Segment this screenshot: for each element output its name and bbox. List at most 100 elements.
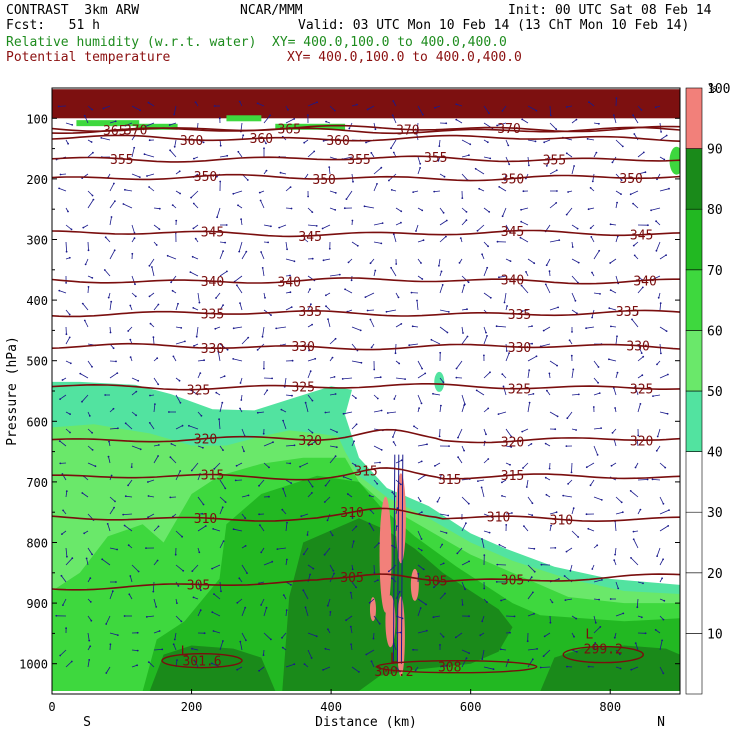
wind-vector (498, 275, 507, 278)
wind-vector-head (168, 411, 170, 413)
theta-contour-340 (52, 277, 680, 285)
wind-vector-head (615, 97, 618, 99)
wind-vector-head (222, 540, 225, 542)
wind-vector-head (440, 404, 442, 407)
wind-vector-head (65, 250, 68, 253)
wind-vector-head (333, 572, 335, 575)
wind-vector (304, 173, 309, 179)
wind-vector-head (614, 553, 616, 556)
wind-vector-head (488, 112, 490, 114)
wind-vector-head (312, 567, 315, 570)
wind-vector-head (103, 269, 106, 271)
wind-vector (481, 538, 485, 549)
wind-vector (586, 462, 595, 468)
wind-vector (549, 239, 560, 243)
wind-vector (545, 284, 551, 294)
wind-vector (109, 427, 118, 430)
wind-vector (563, 495, 573, 498)
wind-vector-head (222, 449, 224, 451)
wind-vector (593, 496, 602, 501)
wind-vector (631, 666, 639, 671)
wind-vector-head (211, 567, 214, 570)
wind-vector-head (247, 336, 250, 339)
wind-vector-head (226, 154, 229, 157)
wind-vector (659, 640, 663, 651)
wind-vector (659, 525, 669, 532)
wind-vector (131, 105, 141, 111)
wind-vector (191, 462, 199, 471)
wind-vector-head (168, 124, 171, 126)
wind-vector-head (662, 618, 665, 621)
wind-vector-head (421, 209, 424, 212)
wind-vector (212, 611, 221, 617)
wind-vector-head (457, 436, 459, 439)
wind-vector-head (656, 435, 659, 438)
theta-label-325: 325 (630, 383, 653, 398)
wind-vector-head (221, 506, 224, 509)
wind-vector-head (400, 210, 403, 213)
wind-vector-head (61, 533, 63, 535)
wind-vector (351, 241, 359, 247)
wind-vector (146, 173, 155, 177)
wind-vector-head (393, 398, 396, 400)
wind-vector-head (342, 476, 345, 478)
theta-label-355: 355 (424, 151, 447, 166)
wind-vector-head (463, 449, 465, 452)
wind-vector-head (631, 318, 633, 321)
theta-label-345: 345 (201, 226, 224, 241)
wind-vector (417, 239, 424, 243)
wind-vector (392, 115, 397, 124)
wind-vector (439, 377, 444, 383)
wind-vector-head (236, 601, 239, 604)
wind-vector-head (60, 574, 63, 577)
wind-vector-head (385, 310, 388, 313)
wind-vector-head (575, 118, 578, 121)
wind-vector-head (370, 152, 373, 154)
wind-vector (307, 151, 315, 158)
wind-vector-head (236, 284, 238, 287)
wind-vector-head (112, 407, 115, 410)
wind-vector (593, 377, 599, 384)
wind-vector (523, 525, 529, 532)
wind-vector-head (315, 225, 318, 227)
colorbar-swatch (685, 208, 703, 271)
wind-vector-head (365, 653, 368, 656)
wind-vector-head (334, 455, 337, 458)
wind-vector (521, 285, 529, 294)
wind-vector (527, 402, 530, 413)
wind-vector (457, 428, 463, 438)
wind-vector-head (465, 657, 468, 660)
wind-vector (637, 403, 641, 413)
wind-vector-head (258, 513, 260, 516)
wind-vector (609, 258, 617, 264)
wind-vector-head (311, 431, 314, 434)
wind-vector-head (558, 239, 561, 242)
wind-vector (659, 496, 664, 504)
wind-vector (432, 393, 441, 396)
wind-vector-head (565, 213, 568, 216)
wind-vector (351, 360, 362, 364)
wind-vector (131, 275, 136, 285)
wind-vector-head (501, 110, 504, 112)
updraft-line-2 (400, 454, 404, 664)
wind-vector (109, 120, 116, 124)
wind-vector-head (439, 644, 441, 646)
wind-vector (109, 301, 112, 311)
wind-vector-head (331, 534, 334, 537)
wind-vector (461, 285, 465, 294)
wind-vector (549, 105, 552, 116)
wind-vector (305, 402, 309, 413)
wind-vector-head (262, 432, 265, 435)
wind-vector-head (544, 476, 547, 479)
wind-vector (263, 632, 272, 640)
colorbar-swatch (685, 451, 703, 513)
wind-vector (395, 323, 402, 328)
wind-vector-head (270, 314, 272, 316)
wind-vector (659, 374, 669, 379)
wind-vector-head (501, 373, 504, 375)
wind-vector-head (480, 486, 483, 489)
wind-vector-head (531, 514, 534, 517)
wind-vector (615, 173, 622, 181)
wind-vector (175, 615, 182, 622)
